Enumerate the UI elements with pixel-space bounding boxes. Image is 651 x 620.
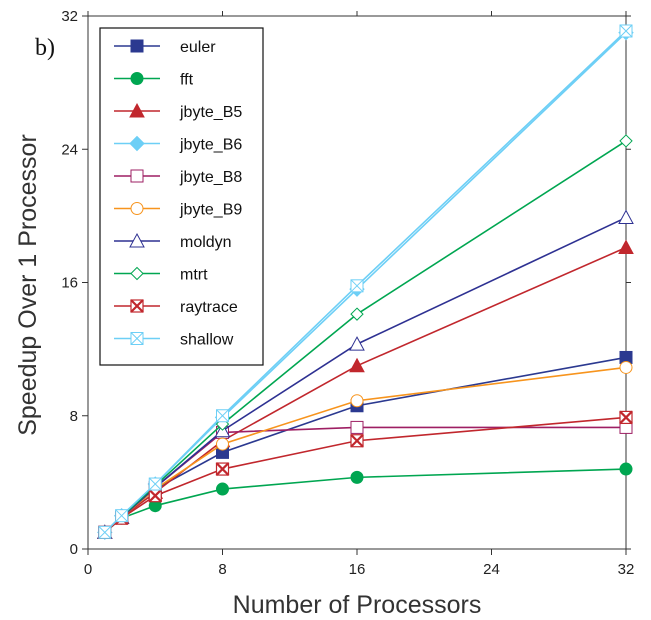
legend-marker (130, 39, 144, 53)
legend-marker (129, 102, 145, 118)
y-tick-label: 32 (61, 8, 78, 25)
legend-item: jbyte_B6 (114, 135, 242, 154)
legend-label: jbyte_B9 (179, 202, 242, 219)
panel-label: b) (35, 35, 55, 61)
legend-item: jbyte_B8 (114, 169, 242, 186)
data-point (618, 209, 634, 225)
legend-marker (130, 299, 144, 313)
series-jbyte_B8 (98, 420, 633, 539)
x-tick-label: 24 (483, 561, 500, 578)
legend-label: mtrt (180, 267, 208, 284)
axes: 0 8 16 24 32 0 8 16 24 32 (61, 8, 634, 578)
data-point (350, 470, 364, 484)
data-point (98, 525, 112, 539)
series-line (104, 416, 627, 533)
series-line (104, 426, 626, 533)
data-point (350, 433, 364, 448)
legend-item: mtrt (114, 267, 208, 284)
data-point (618, 239, 634, 255)
series-line (104, 366, 627, 533)
legend-marker (130, 169, 144, 183)
legend-item: euler (114, 39, 216, 56)
legend-label: euler (180, 39, 216, 56)
data-point (350, 307, 364, 321)
legend-marker (130, 202, 144, 215)
data-point (619, 134, 633, 148)
legend-marker (129, 135, 145, 152)
series-jbyte_B9 (98, 360, 633, 539)
data-point (115, 509, 129, 523)
legend-item: moldyn (114, 232, 232, 251)
y-tick-label: 8 (70, 408, 78, 425)
data-point (216, 409, 229, 423)
series-line (104, 356, 627, 533)
x-tick-label: 0 (84, 561, 92, 578)
legend-marker (129, 232, 145, 248)
y-tick-label: 16 (61, 275, 78, 292)
legend-label: shallow (180, 332, 234, 349)
y-axis-title: Speedup Over 1 Processor (14, 134, 42, 436)
data-point (619, 360, 633, 374)
legend-label: moldyn (180, 234, 232, 251)
series-layer (96, 24, 634, 541)
data-point (350, 279, 364, 293)
data-point (619, 410, 633, 425)
legend-label: jbyte_B6 (179, 137, 242, 154)
legend-marker (130, 72, 144, 85)
x-axis-title: Number of Processors (233, 591, 482, 619)
data-point (619, 462, 633, 476)
legend-item: fft (114, 72, 194, 89)
legend-item: shallow (114, 332, 234, 349)
legend-marker (130, 266, 144, 281)
data-point (215, 462, 230, 476)
y-tick-label: 0 (70, 541, 78, 558)
data-point (148, 488, 163, 503)
x-tick-label: 8 (218, 561, 226, 578)
legend-label: raytrace (180, 299, 238, 316)
series-shallow (98, 24, 633, 539)
y-tick-label: 24 (61, 141, 78, 158)
legend-item: jbyte_B5 (114, 102, 242, 121)
legend-label: jbyte_B8 (179, 169, 242, 186)
data-point (619, 24, 633, 38)
legend-label: jbyte_B5 (179, 104, 242, 121)
data-point (216, 482, 229, 496)
legend: euler fft jbyte_B5 jbyte_B6 jbyte_B8 jbyte_B9… (99, 27, 264, 366)
x-tick-label: 32 (618, 561, 635, 578)
series-euler (98, 350, 633, 539)
legend-box (99, 27, 264, 366)
data-point (216, 437, 229, 451)
data-point (148, 477, 162, 491)
data-point (349, 336, 365, 351)
legend-marker (130, 332, 144, 345)
legend-label: fft (180, 72, 194, 89)
legend-item: raytrace (114, 299, 238, 316)
data-point (350, 394, 364, 408)
data-point (350, 420, 364, 434)
x-tick-label: 16 (349, 561, 366, 578)
series-line (104, 468, 627, 533)
data-point (349, 357, 365, 373)
legend-item: jbyte_B9 (114, 202, 242, 219)
